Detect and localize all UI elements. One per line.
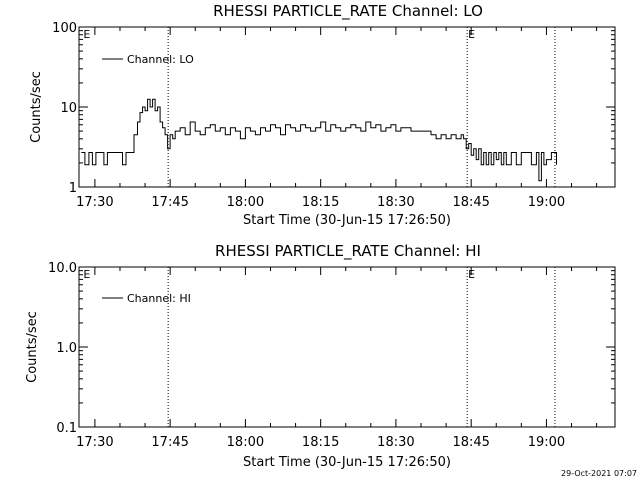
x-tick-label: 18:45: [452, 195, 489, 210]
plot-frame: [78, 266, 616, 428]
event-marker: E: [83, 268, 90, 281]
x-tick-label: 17:30: [76, 435, 113, 450]
x-tick-label: 18:15: [302, 195, 339, 210]
y-tick-label: 100: [52, 21, 77, 36]
y-tick-label: 0.1: [56, 421, 77, 436]
x-tick-label: 18:15: [302, 435, 339, 450]
x-tick-label: 17:30: [76, 195, 113, 210]
series-lines: [81, 98, 557, 182]
y-axis-label: Counts/sec: [25, 311, 40, 383]
y-axis-label: Counts/sec: [29, 71, 44, 143]
x-tick-label: 18:45: [452, 435, 489, 450]
event-marker: E: [83, 28, 90, 41]
event-lines: [167, 27, 556, 187]
hi-channel-panel: RHESSI PARTICLE_RATE Channel: HI Counts/…: [25, 242, 616, 470]
x-tick-label: 19:00: [528, 195, 565, 210]
chart-title: RHESSI PARTICLE_RATE Channel: LO: [213, 2, 483, 21]
y-ticks: 0.1 1.0 10.0: [48, 261, 615, 436]
chart-title: RHESSI PARTICLE_RATE Channel: HI: [215, 242, 481, 261]
event-marker: E: [468, 28, 475, 41]
x-tick-label: 17:45: [151, 195, 188, 210]
y-tick-label: 1.0: [56, 341, 77, 356]
lo-channel-panel: RHESSI PARTICLE_RATE Channel: LO Counts/…: [29, 2, 616, 228]
legend: Channel: LO: [102, 53, 194, 66]
x-tick-label: 18:00: [227, 195, 264, 210]
x-tick-label: 18:30: [377, 195, 414, 210]
y-tick-label: 10: [60, 101, 77, 116]
legend-label: Channel: HI: [127, 292, 191, 305]
x-tick-label: 17:45: [151, 435, 188, 450]
y-tick-label: 1: [69, 181, 77, 196]
series-line: [81, 98, 557, 182]
x-ticks: 17:30 17:45 18:00 18:15 18:30 18:45 19:00: [76, 267, 598, 450]
y-ticks: 1 10 100: [52, 21, 615, 196]
x-axis-label: Start Time (30-Jun-15 17:26:50): [243, 213, 451, 228]
x-axis-label: Start Time (30-Jun-15 17:26:50): [243, 455, 451, 470]
legend-label: Channel: LO: [127, 53, 194, 66]
footer-timestamp: 29-Oct-2021 07:07: [561, 469, 637, 478]
event-lines: [167, 267, 556, 427]
x-ticks: 17:30 17:45 18:00 18:15 18:30 18:45 19:00: [76, 27, 598, 210]
x-tick-label: 18:30: [377, 435, 414, 450]
legend: Channel: HI: [102, 292, 191, 305]
x-tick-label: 19:00: [528, 435, 565, 450]
y-tick-label: 10.0: [48, 261, 77, 276]
x-tick-label: 18:00: [227, 435, 264, 450]
event-marker: E: [468, 268, 475, 281]
